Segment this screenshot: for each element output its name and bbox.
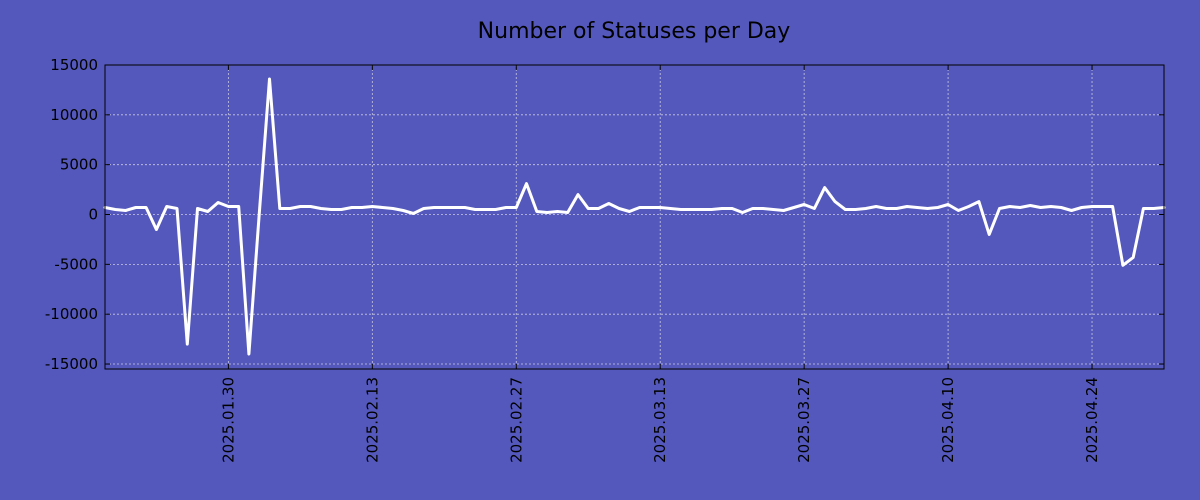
x-tick-label: 2025.04.24 — [1083, 377, 1101, 463]
y-tick-label: -10000 — [45, 305, 98, 323]
y-tick-label: 10000 — [50, 106, 98, 124]
x-tick-label: 2025.03.13 — [651, 377, 669, 463]
x-tick-label: 2025.02.27 — [507, 377, 525, 463]
x-tick-label: 2025.03.27 — [795, 377, 813, 463]
y-axis: 15000 10000 5000 0 -5000 -10000 -15000 — [45, 56, 1164, 373]
y-tick-label: -15000 — [45, 355, 98, 373]
y-tick-label: 15000 — [50, 56, 98, 74]
x-axis: 2025.01.30 2025.02.13 2025.02.27 2025.03.13… — [219, 65, 1101, 463]
x-tick-label: 2025.02.13 — [363, 377, 381, 463]
grid — [105, 64, 1164, 369]
chart-title: Number of Statuses per Day — [478, 19, 791, 44]
y-tick-label: 0 — [88, 206, 98, 224]
x-tick-label: 2025.04.10 — [939, 377, 957, 463]
y-tick-label: 5000 — [60, 156, 98, 174]
plot-frame — [104, 64, 1165, 370]
series-line — [103, 77, 1166, 356]
y-tick-label: -5000 — [54, 255, 98, 273]
plot-area — [103, 77, 1166, 356]
x-tick-label: 2025.01.30 — [219, 377, 237, 463]
